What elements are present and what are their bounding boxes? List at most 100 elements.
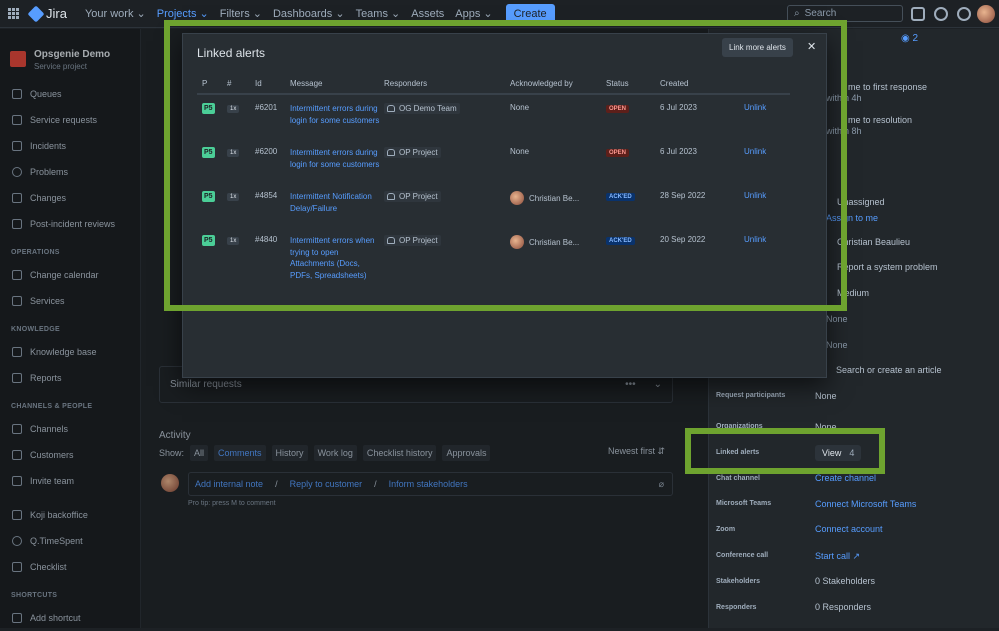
sidebar-item-label: Knowledge base bbox=[30, 347, 97, 357]
tab-all[interactable]: All bbox=[190, 445, 209, 461]
tab-comments[interactable]: Comments bbox=[214, 445, 266, 461]
request-type-value[interactable]: Report a system problem bbox=[837, 262, 938, 272]
sidebar-item-change-calendar[interactable]: Change calendar bbox=[0, 262, 140, 288]
sidebar-item-label: Problems bbox=[30, 167, 69, 177]
alert-message-link[interactable]: Intermittent Notification Delay/Failure bbox=[290, 192, 372, 213]
tab-history[interactable]: History bbox=[271, 445, 308, 461]
create-button[interactable]: Create bbox=[505, 3, 555, 24]
search-article-input[interactable]: Search or create an article bbox=[836, 365, 942, 375]
priority-value[interactable]: Medium bbox=[837, 288, 870, 298]
unlink-link[interactable]: Unlink bbox=[744, 235, 767, 244]
connect-microsoft-teams-link[interactable]: Connect Microsoft Teams bbox=[815, 499, 917, 509]
sidebar-item-checklist[interactable]: Checklist bbox=[0, 554, 140, 580]
status-badge: ACK'ED bbox=[606, 237, 635, 245]
sidebar-item-add-shortcut[interactable]: Add shortcut bbox=[0, 605, 140, 631]
alerts-table: P # Id Message Responders Acknowledged b… bbox=[197, 79, 790, 289]
sidebar-item-knowledge-base[interactable]: Knowledge base bbox=[0, 339, 140, 365]
project-header[interactable]: Opsgenie Demo Service project bbox=[0, 29, 140, 81]
book-icon bbox=[12, 347, 22, 357]
sidebar-item-koji-backoffice[interactable]: Koji backoffice bbox=[0, 502, 140, 528]
add-shortcut-icon bbox=[12, 613, 22, 623]
more-options-icon[interactable]: ••• bbox=[625, 379, 636, 390]
alert-message-link[interactable]: Intermittent errors when trying to open … bbox=[290, 236, 375, 280]
sidebar-item-reports[interactable]: Reports bbox=[0, 365, 140, 391]
organizations-value[interactable]: None bbox=[815, 422, 837, 432]
field-label-stakeholders: Stakeholders bbox=[716, 578, 760, 585]
close-icon[interactable]: ✕ bbox=[807, 41, 817, 53]
add-internal-note-link[interactable]: Add internal note bbox=[195, 479, 264, 489]
nav-teams[interactable]: Teams ⌄ bbox=[355, 8, 401, 20]
sidebar-item-problems[interactable]: Problems bbox=[0, 159, 140, 185]
create-channel-link[interactable]: Create channel bbox=[815, 473, 877, 483]
start-call-link[interactable]: Start call ↗ bbox=[815, 551, 861, 561]
count-badge: 1x bbox=[227, 193, 240, 201]
nav-dashboards[interactable]: Dashboards ⌄ bbox=[272, 8, 345, 20]
request-participants-value[interactable]: None bbox=[815, 391, 837, 401]
highlight-box-linked-alerts bbox=[685, 428, 885, 474]
unlink-link[interactable]: Unlink bbox=[744, 103, 767, 112]
link-more-alerts-button[interactable]: Link more alerts bbox=[722, 38, 793, 57]
sidebar-item-q-timespent[interactable]: Q.TimeSpent bbox=[0, 528, 140, 554]
alert-message-link[interactable]: Intermittent errors during login for som… bbox=[290, 104, 380, 125]
view-linked-alerts-button[interactable]: View 4 bbox=[815, 445, 862, 461]
responders-value[interactable]: 0 Responders bbox=[815, 602, 872, 612]
sidebar-item-services[interactable]: Services bbox=[0, 288, 140, 314]
field-value-none: None bbox=[826, 314, 848, 324]
app-switcher-icon[interactable] bbox=[8, 7, 20, 20]
review-icon bbox=[12, 219, 22, 229]
sidebar-item-queues[interactable]: Queues bbox=[0, 81, 140, 107]
field-label-zoom: Zoom bbox=[716, 526, 736, 533]
queues-icon bbox=[12, 89, 22, 99]
unlink-link[interactable]: Unlink bbox=[744, 191, 767, 200]
priority-badge: P5 bbox=[202, 103, 215, 114]
tab-approvals[interactable]: Approvals bbox=[442, 445, 491, 461]
sidebar-item-channels[interactable]: Channels bbox=[0, 416, 140, 442]
connect-account-link[interactable]: Connect account bbox=[815, 524, 883, 534]
sidebar-item-service-requests[interactable]: Service requests bbox=[0, 107, 140, 133]
table-row[interactable]: P5 1x #4840 Intermittent errors when try… bbox=[197, 227, 790, 289]
nav-your-work[interactable]: Your work ⌄ bbox=[84, 8, 146, 20]
tab-checklist-history[interactable]: Checklist history bbox=[362, 445, 437, 461]
avatar bbox=[510, 191, 524, 205]
alert-message-link[interactable]: Intermittent errors during login for som… bbox=[290, 148, 380, 169]
eye-icon: ◉ bbox=[901, 33, 910, 44]
ack-by: Christian Be... bbox=[510, 191, 606, 205]
jira-logo[interactable]: Jira bbox=[27, 5, 67, 22]
nav-filters[interactable]: Filters ⌄ bbox=[219, 8, 262, 20]
sidebar-item-changes[interactable]: Changes bbox=[0, 185, 140, 211]
table-row[interactable]: P5 1x #4854 Intermittent Notification De… bbox=[197, 183, 790, 227]
nav-assets[interactable]: Assets bbox=[411, 7, 445, 20]
notifications-icon[interactable] bbox=[911, 7, 925, 21]
stakeholders-value[interactable]: 0 Stakeholders bbox=[815, 576, 876, 586]
created-date: 28 Sep 2022 bbox=[660, 191, 706, 200]
chevron-down-icon[interactable]: ⌄ bbox=[653, 379, 662, 390]
sidebar-item-invite-team[interactable]: Invite team bbox=[0, 468, 140, 494]
assignee-value[interactable]: Unassigned bbox=[837, 197, 885, 207]
assign-to-me-link[interactable]: Assign to me bbox=[826, 213, 879, 223]
field-label-responders: Responders bbox=[716, 604, 757, 611]
sidebar-item-post-incident-reviews[interactable]: Post-incident reviews bbox=[0, 211, 140, 237]
help-icon[interactable] bbox=[934, 7, 948, 21]
sidebar-item-incidents[interactable]: Incidents bbox=[0, 133, 140, 159]
changes-icon bbox=[12, 193, 22, 203]
table-row[interactable]: P5 1x #6200 Intermittent errors during l… bbox=[197, 139, 790, 183]
sidebar-item-customers[interactable]: Customers bbox=[0, 442, 140, 468]
user-avatar[interactable] bbox=[977, 5, 995, 23]
unlink-link[interactable]: Unlink bbox=[744, 147, 767, 156]
reporter-value[interactable]: Christian Beaulieu bbox=[837, 237, 911, 247]
sla-first-response: me to first response bbox=[848, 82, 928, 92]
tab-work-log[interactable]: Work log bbox=[313, 445, 357, 461]
table-row[interactable]: P5 1x #6201 Intermittent errors during l… bbox=[197, 95, 790, 139]
attachment-icon[interactable]: ⌀ bbox=[658, 478, 664, 489]
reply-to-customer-link[interactable]: Reply to customer bbox=[289, 479, 363, 489]
settings-icon[interactable] bbox=[957, 7, 971, 21]
jira-logo-icon bbox=[27, 5, 45, 22]
comment-box[interactable]: Add internal note / Reply to customer / … bbox=[188, 472, 673, 496]
watchers-indicator[interactable]: ◉ 2 bbox=[901, 33, 918, 44]
sort-newest-first[interactable]: Newest first ⇵ bbox=[608, 446, 666, 456]
nav-apps[interactable]: Apps ⌄ bbox=[455, 8, 493, 20]
nav-projects[interactable]: Projects ⌄ bbox=[156, 8, 209, 20]
inform-stakeholders-link[interactable]: Inform stakeholders bbox=[388, 479, 468, 489]
project-sidebar: Opsgenie Demo Service project Queues Ser… bbox=[0, 29, 141, 628]
ack-by: Christian Be... bbox=[510, 235, 606, 249]
